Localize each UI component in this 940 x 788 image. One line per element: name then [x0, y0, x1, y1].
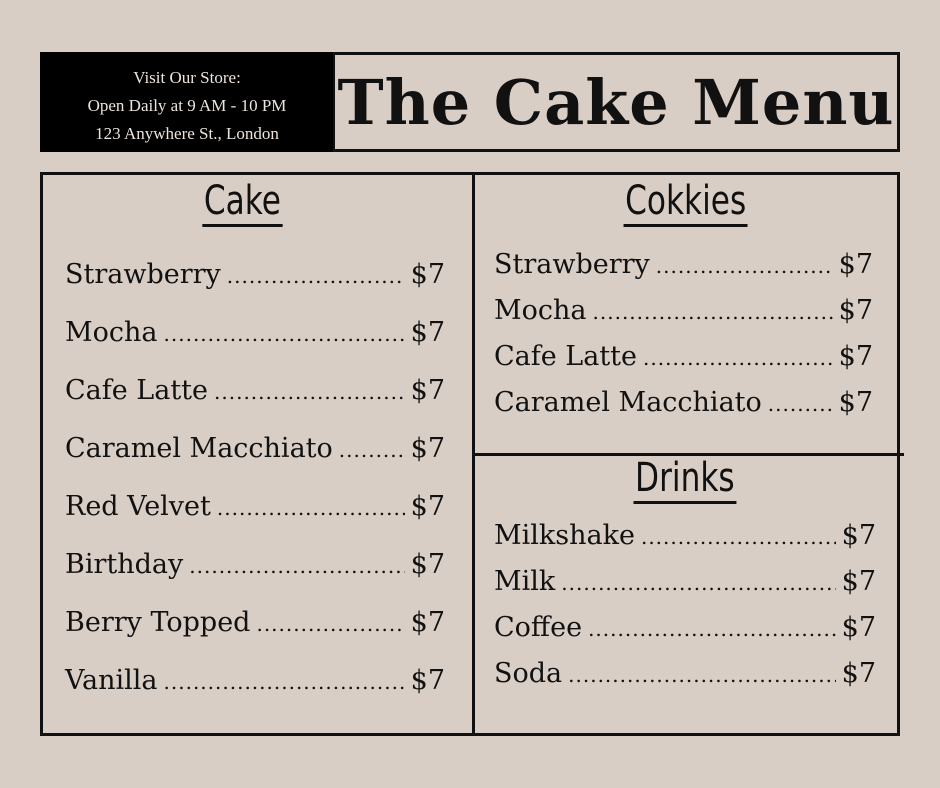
cake-menu-item: Birthday $7 [65, 549, 445, 580]
item-price: $7 [841, 658, 876, 689]
dot-leader [588, 617, 836, 641]
cookies-heading: Cokkies [623, 178, 748, 227]
menu-board: CakeCokkiesDrinksStrawberry$7Mocha$7Cafe… [40, 172, 904, 736]
item-price: $7 [410, 491, 445, 522]
store-address: 123 Anywhere St., London [95, 124, 279, 143]
dot-leader [214, 380, 405, 404]
item-name: Vanilla [65, 665, 158, 696]
dot-leader [656, 254, 833, 278]
dot-leader [641, 525, 836, 549]
item-price: $7 [410, 433, 445, 464]
vertical-divider [472, 175, 475, 733]
cookies-menu-item: Cafe Latte $7 [494, 341, 873, 372]
dot-leader [256, 612, 404, 636]
cake-menu-item: Mocha $7 [65, 317, 445, 348]
item-price: $7 [838, 249, 873, 280]
item-name: Strawberry [494, 249, 650, 280]
item-name: Cafe Latte [65, 375, 209, 406]
cake-menu-item: Red Velvet $7 [65, 491, 445, 522]
cookies-menu-item: Caramel Macchiato $7 [494, 387, 873, 418]
item-name: Berry Topped [65, 607, 251, 638]
store-info: Visit Our Store: Open Daily at 9 AM - 10… [40, 52, 334, 152]
item-name: Mocha [65, 317, 158, 348]
item-name: Mocha [494, 295, 587, 326]
dot-leader [217, 496, 405, 520]
item-price: $7 [410, 549, 445, 580]
cake-menu-item: Strawberry $7 [65, 259, 445, 290]
page-title: The Cake Menu [337, 65, 895, 139]
dot-leader [593, 300, 833, 324]
drinks-menu-item: Soda $7 [494, 658, 876, 689]
item-price: $7 [410, 375, 445, 406]
item-price: $7 [410, 259, 445, 290]
item-name: Soda [494, 658, 563, 689]
dot-leader [768, 392, 833, 416]
item-name: Red Velvet [65, 491, 211, 522]
drinks-heading: Drinks [633, 455, 737, 504]
item-price: $7 [410, 607, 445, 638]
cake-menu-item: Cafe Latte $7 [65, 375, 445, 406]
item-name: Coffee [494, 612, 583, 643]
item-name: Milk [494, 566, 556, 597]
item-name: Strawberry [65, 259, 221, 290]
drinks-menu-item: Coffee $7 [494, 612, 876, 643]
item-name: Milkshake [494, 520, 635, 551]
dot-leader [568, 663, 836, 687]
item-price: $7 [838, 341, 873, 372]
item-price: $7 [410, 317, 445, 348]
dot-leader [561, 571, 835, 595]
item-name: Cafe Latte [494, 341, 638, 372]
cookies-menu-item: Strawberry $7 [494, 249, 873, 280]
store-hours: Open Daily at 9 AM - 10 PM [87, 96, 287, 115]
item-price: $7 [410, 665, 445, 696]
item-name: Caramel Macchiato [65, 433, 333, 464]
item-price: $7 [838, 387, 873, 418]
item-name: Caramel Macchiato [494, 387, 762, 418]
item-price: $7 [841, 520, 876, 551]
title-box: The Cake Menu [333, 52, 900, 152]
item-name: Birthday [65, 549, 184, 580]
store-info-heading: Visit Our Store: [133, 68, 241, 87]
cake-menu-item: Vanilla $7 [65, 665, 445, 696]
dot-leader [227, 264, 405, 288]
item-price: $7 [838, 295, 873, 326]
cake-heading: Cake [201, 178, 282, 227]
cookies-menu-item: Mocha $7 [494, 295, 873, 326]
dot-leader [339, 438, 405, 462]
cake-menu-item: Berry Topped $7 [65, 607, 445, 638]
dot-leader [643, 346, 833, 370]
drinks-menu-item: Milkshake $7 [494, 520, 876, 551]
dot-leader [164, 670, 405, 694]
horizontal-divider [474, 453, 904, 456]
cake-menu-item: Caramel Macchiato $7 [65, 433, 445, 464]
dot-leader [189, 554, 404, 578]
dot-leader [164, 322, 405, 346]
drinks-menu-item: Milk $7 [494, 566, 876, 597]
item-price: $7 [841, 612, 876, 643]
item-price: $7 [841, 566, 876, 597]
